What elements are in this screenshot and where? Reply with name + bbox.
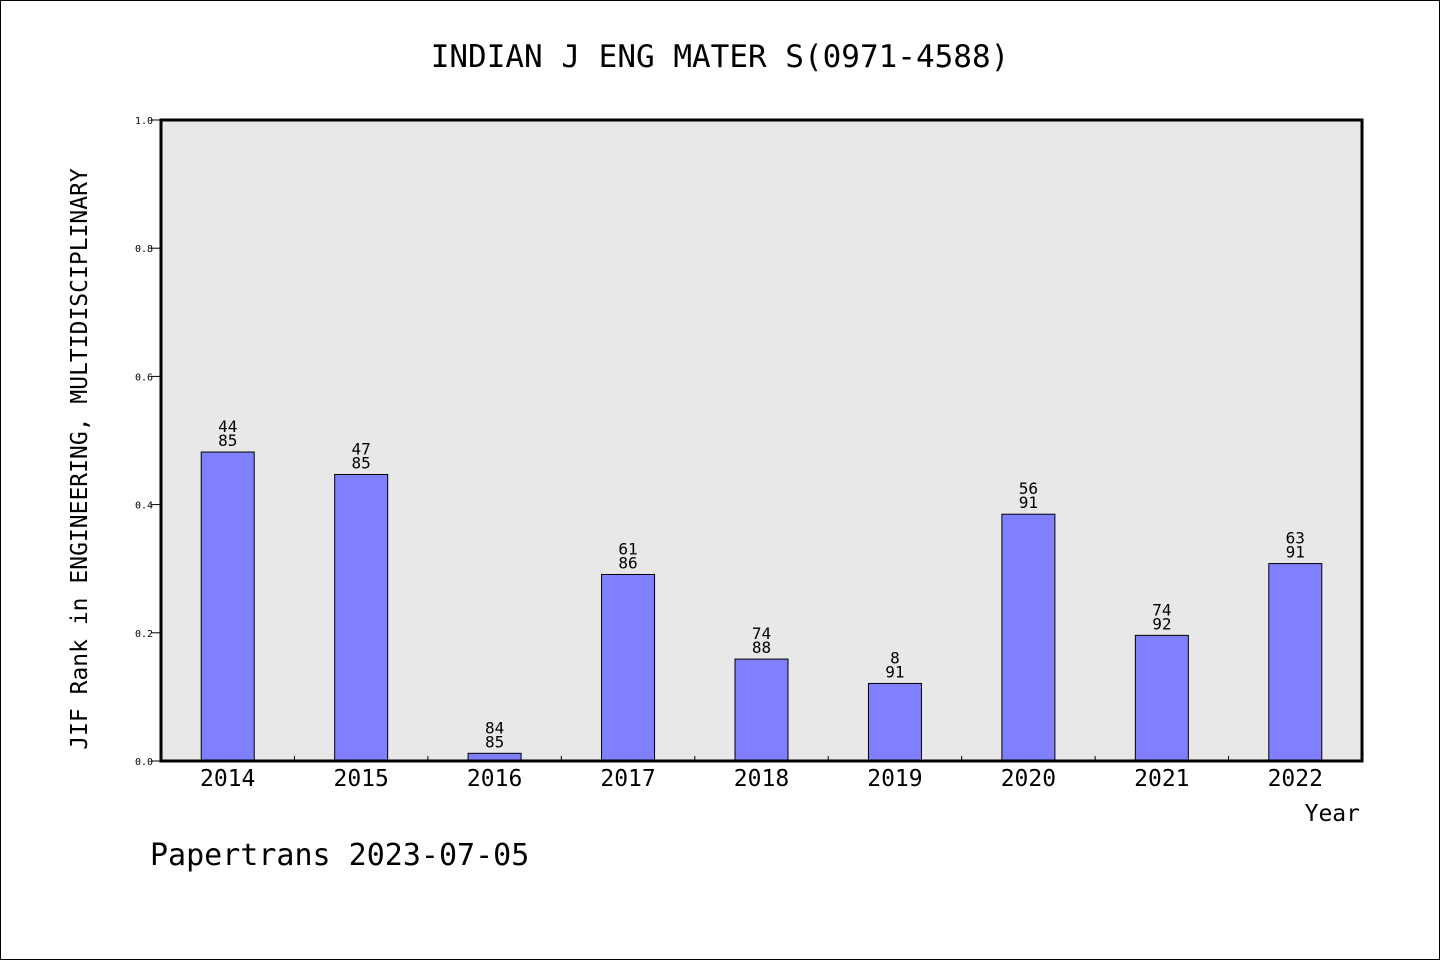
bar-2020 [1001,513,1056,762]
bar-rank-label: 56 [1019,479,1038,498]
y-axis-label: JIF Rank in ENGINEERING, MULTIDISCIPLINA… [67,168,93,750]
bar-rank-label: 47 [352,439,371,458]
x-tick-label: 2022 [1268,766,1323,792]
y-tick-label: 0.0 [135,757,153,768]
y-tick-label: 0.2 [135,629,153,640]
bar-2014 [200,451,255,762]
bar-total-label: 92 [1152,614,1171,633]
bar-rank-label: 74 [752,624,771,643]
x-axis-ticks: 2014 2015 2016 2017 2018 2019 2020 2021 2022 [200,756,1323,792]
plot-border [159,118,1364,763]
bar-total-label: 91 [1019,493,1038,512]
bar-total-label: 91 [1286,543,1305,562]
bar-rank-label: 74 [1152,600,1171,619]
bar-2018 [734,658,789,762]
bar-2015 [334,473,389,762]
bar-total-label: 86 [618,553,637,572]
footer-credit: Papertrans 2023-07-05 [150,838,529,873]
bar-total-label: 85 [485,732,504,751]
y-tick-label: 0.6 [135,372,153,383]
bar-2019 [867,682,922,762]
x-tick-label: 2015 [333,766,388,792]
x-tick-label: 2019 [867,766,922,792]
bar-rank-label: 63 [1286,529,1305,548]
y-tick-label: 1.0 [135,116,153,127]
bar-total-label: 85 [218,431,237,450]
bar-rank-label: 8 [890,648,900,667]
bar-rank-label: 44 [218,417,237,436]
x-tick-label: 2017 [600,766,655,792]
bar-rank-label: 61 [618,539,637,558]
x-axis-label: Year [1305,801,1360,827]
y-tick-label: 0.4 [135,501,153,512]
y-axis-ticks: 0.0 0.2 0.4 0.6 0.8 1.0 [135,116,161,768]
bar-total-label: 85 [352,453,371,472]
x-tick-label: 2016 [467,766,522,792]
bar-2022 [1268,563,1323,762]
x-tick-label: 2021 [1134,766,1189,792]
bar-total-label: 91 [885,662,904,681]
x-tick-label: 2014 [200,766,255,792]
bar-2017 [601,573,656,762]
bar-rank-label: 84 [485,718,504,737]
bar-total-label: 88 [752,638,771,657]
y-tick-label: 0.8 [135,244,153,255]
bar-2021 [1134,634,1189,762]
x-tick-label: 2020 [1001,766,1056,792]
x-tick-label: 2018 [734,766,789,792]
chart-title: INDIAN J ENG MATER S(0971-4588) [431,39,1010,75]
